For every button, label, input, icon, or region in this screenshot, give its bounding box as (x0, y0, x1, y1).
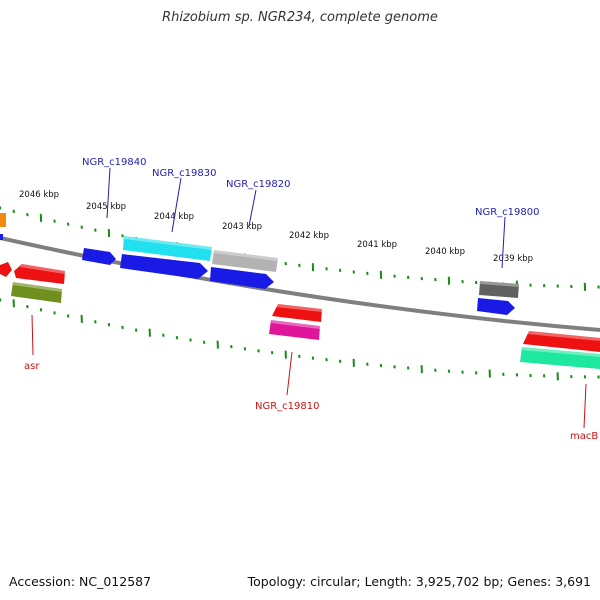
feature-highlights (13, 236, 600, 357)
genome-stats-text: Topology: circular; Length: 3,925,702 bp… (247, 574, 591, 589)
red-feature-mid[interactable] (272, 304, 322, 322)
gene-label-NGR_c19820[interactable]: NGR_c19820 (226, 179, 291, 190)
cyan-feature[interactable] (123, 236, 212, 261)
accession-text: Accession: NC_012587 (9, 574, 152, 589)
gene-label-macB[interactable]: macB (570, 431, 598, 442)
olive-feature[interactable] (11, 282, 62, 303)
gene-label-NGR_c19840[interactable]: NGR_c19840 (82, 157, 147, 168)
scale-label-2043: 2043 kbp (222, 222, 262, 232)
pink-feature[interactable] (269, 320, 320, 340)
dark-gray-feature[interactable] (479, 281, 519, 298)
blue-arrow-right[interactable] (477, 298, 515, 315)
callout-lines (31, 167, 587, 429)
gray-feature[interactable] (212, 250, 278, 272)
gene-label-NGR_c19830[interactable]: NGR_c19830 (152, 168, 217, 179)
gene-labels: NGR_c19840 NGR_c19830 NGR_c19820 NGR_c19… (24, 157, 598, 442)
gene-label-NGR_c19800[interactable]: NGR_c19800 (475, 207, 540, 218)
callout-NGR_c19840 (106, 167, 111, 219)
blue-arrow-mid[interactable] (210, 267, 274, 289)
gene-label-asr[interactable]: asr (24, 361, 40, 372)
scale-label-2045: 2045 kbp (86, 202, 126, 212)
outer-strand-features (0, 213, 519, 315)
scale-label-2040: 2040 kbp (425, 247, 465, 257)
scale-label-2039: 2039 kbp (493, 254, 533, 264)
blue-long-arrow[interactable] (120, 254, 208, 279)
NGR_c19840-arrow[interactable] (82, 248, 116, 265)
callout-NGR_c19830 (171, 177, 182, 233)
green-feature-right[interactable] (520, 347, 600, 369)
callout-asr (31, 314, 34, 356)
map-title: Rhizobium sp. NGR234, complete genome (162, 10, 438, 25)
callout-NGR_c19810 (286, 351, 293, 396)
scale-label-2046: 2046 kbp (19, 190, 59, 200)
callout-NGR_c19820 (248, 189, 257, 227)
red-arrow-left[interactable] (0, 262, 12, 277)
gene-label-NGR_c19810[interactable]: NGR_c19810 (255, 401, 320, 412)
blue-feature-top-left[interactable] (0, 234, 3, 240)
scale-ticks-inner (0, 298, 600, 381)
orange-feature[interactable] (0, 213, 6, 227)
scale-label-2042: 2042 kbp (289, 231, 329, 241)
callout-macB (583, 383, 587, 429)
inner-strand-features (0, 262, 600, 369)
red-feature-right[interactable] (523, 331, 600, 352)
red-feature[interactable] (14, 264, 65, 284)
callout-NGR_c19800 (501, 216, 506, 269)
scale-ticks-outer (0, 206, 600, 291)
scale-label-2041: 2041 kbp (357, 240, 397, 250)
